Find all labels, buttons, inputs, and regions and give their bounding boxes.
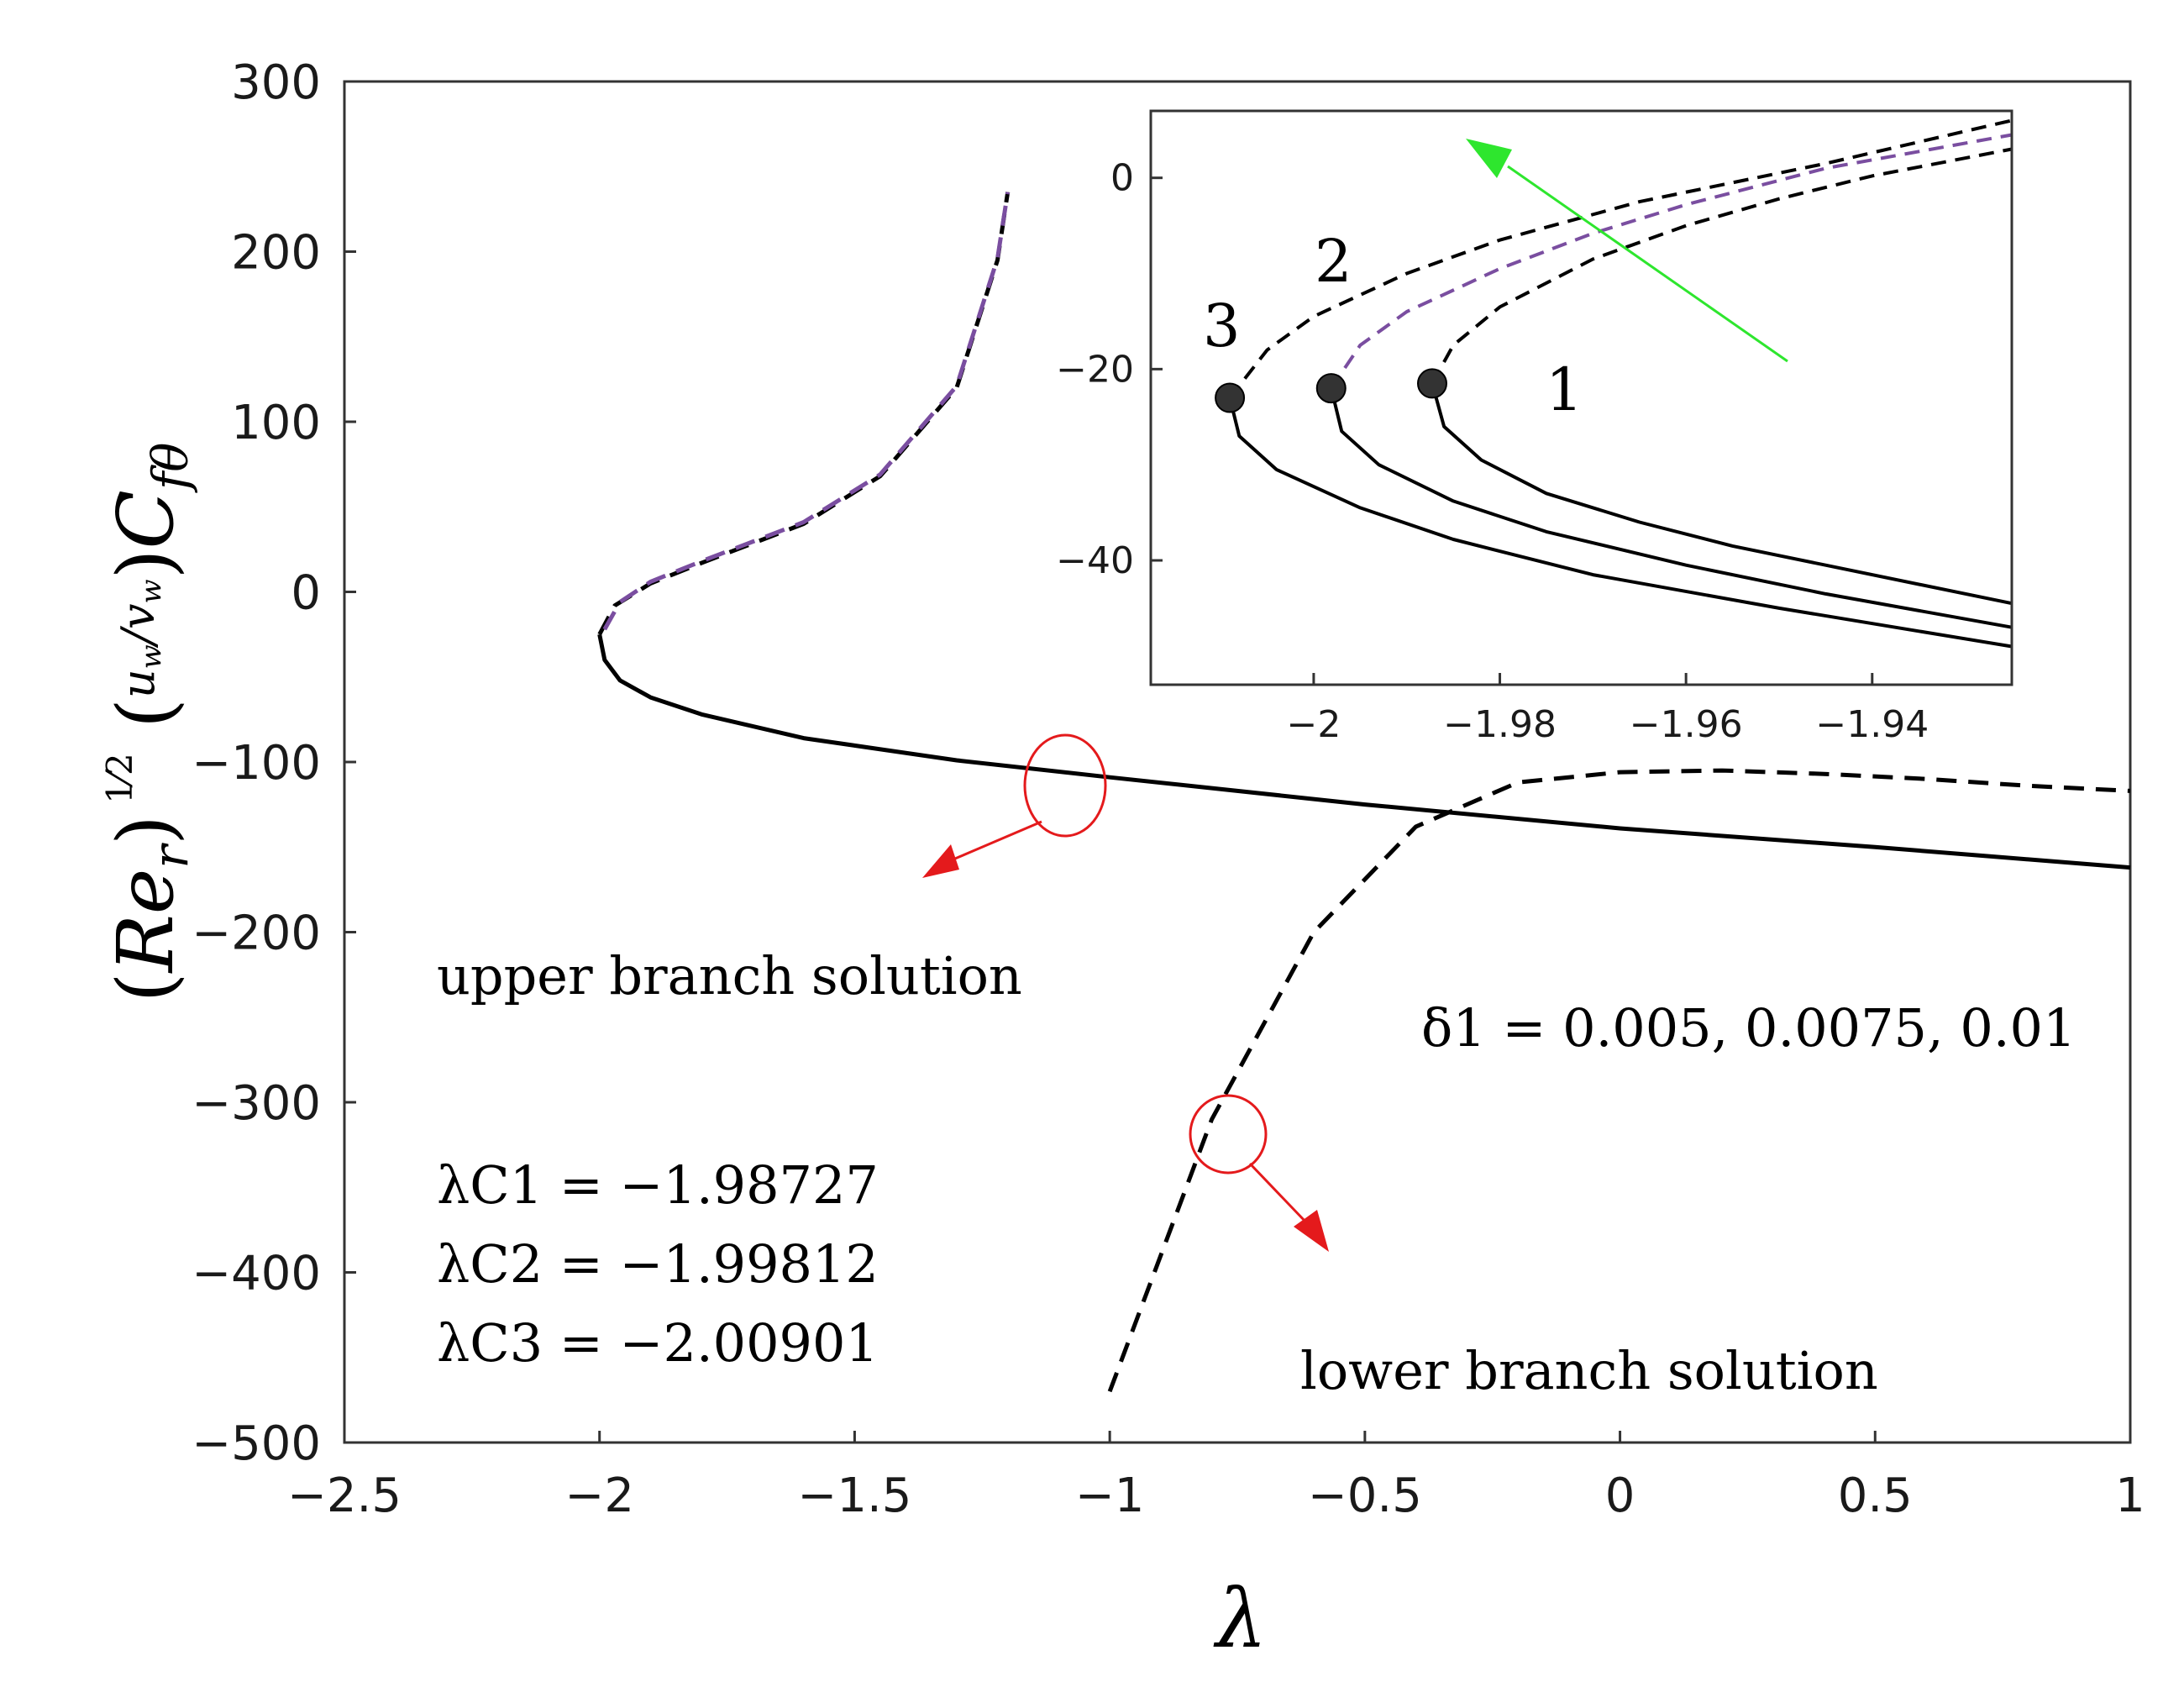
lower-branch-marker bbox=[1189, 1094, 1329, 1252]
inset-curve-label-3: 3 bbox=[1203, 292, 1241, 360]
y-axis-label: (Rer) 1⁄2 (uw/vw)Cfθ bbox=[99, 443, 199, 1003]
lambda-c1: λC1 = −1.98727 bbox=[437, 1154, 879, 1216]
upper-branch-arrow-shaft bbox=[948, 820, 1042, 863]
main-y-tick-label: 100 bbox=[231, 396, 321, 450]
inset-series-1-upper bbox=[1431, 382, 2013, 606]
main-x-tick-label: −1 bbox=[1075, 1469, 1145, 1523]
delta-label: δ1 = 0.005, 0.0075, 0.01 bbox=[1421, 997, 2076, 1059]
main-x-tick-label: −0.5 bbox=[1308, 1469, 1422, 1523]
lower-branch-arrow-shaft bbox=[1248, 1162, 1308, 1224]
inset-y-tick-label: −40 bbox=[1056, 539, 1134, 582]
inset-series-1-lower bbox=[1431, 147, 2013, 385]
main-x-tick-label: 0.5 bbox=[1838, 1469, 1913, 1523]
inset-frame bbox=[1149, 109, 2013, 686]
x-axis-label: λ bbox=[1213, 1572, 1268, 1666]
inset-x-tick-label: −2 bbox=[1286, 703, 1341, 746]
inset-series-2-upper bbox=[1329, 387, 2013, 629]
trend-arrowhead bbox=[1466, 139, 1512, 178]
upper-branch-circle bbox=[1023, 733, 1107, 838]
main-x-tick-label: −1.5 bbox=[797, 1469, 911, 1523]
upper-branch-arrowhead bbox=[922, 844, 959, 878]
main-y-tick-label: −500 bbox=[192, 1416, 321, 1471]
inset-series-3-upper bbox=[1228, 397, 2013, 649]
upper-branch-label: upper branch solution bbox=[437, 945, 1022, 1006]
upper-branch-marker bbox=[922, 733, 1107, 878]
inset-y-tick-label: 0 bbox=[1110, 157, 1134, 200]
main-y-tick-label: 0 bbox=[291, 566, 321, 621]
trend-arrow-shaft bbox=[1507, 165, 1788, 363]
lower-branch-arrowhead bbox=[1294, 1210, 1329, 1252]
trend-arrow bbox=[1466, 139, 1788, 363]
inset-critical-point-2 bbox=[1315, 373, 1347, 404]
main-x-tick-label: −2 bbox=[564, 1469, 634, 1523]
main-y-tick-label: −100 bbox=[192, 736, 321, 791]
inset-critical-point-3 bbox=[1215, 382, 1246, 413]
inset-x-tick-label: −1.98 bbox=[1443, 703, 1557, 746]
main-series-lower-branch-solution bbox=[1107, 768, 2131, 1393]
main-x-tick-label: 0 bbox=[1605, 1469, 1635, 1523]
inset-x-tick-label: −1.96 bbox=[1630, 703, 1743, 746]
main-y-tick-label: 200 bbox=[231, 226, 321, 281]
inset-x-tick-label: −1.94 bbox=[1815, 703, 1929, 746]
inset-y-tick-label: −20 bbox=[1056, 348, 1134, 391]
inset-critical-point-1 bbox=[1416, 368, 1447, 399]
lower-branch-circle bbox=[1189, 1094, 1268, 1175]
main-series-lower-branch-solution-upper-part-purple bbox=[602, 192, 1011, 631]
main-y-tick-label: −200 bbox=[192, 907, 321, 961]
inset-series-3-lower bbox=[1228, 118, 2013, 399]
svg-text:(Rer) 1⁄2 (uw/vw)Cfθ: (Rer) 1⁄2 (uw/vw)Cfθ bbox=[99, 443, 199, 1003]
main-x-tick-label: −2.5 bbox=[287, 1469, 402, 1523]
main-series-lower-branch-solution-upper-part-black bbox=[597, 192, 1011, 636]
main-y-tick-label: −400 bbox=[192, 1247, 321, 1301]
lambda-c3: λC3 = −2.00901 bbox=[437, 1312, 879, 1374]
main-y-tick-label: −300 bbox=[192, 1076, 321, 1131]
inset-background bbox=[1151, 111, 2012, 685]
inset-curve-label-1: 1 bbox=[1546, 355, 1583, 424]
lower-branch-label: lower branch solution bbox=[1300, 1340, 1878, 1401]
inset-series-2-lower bbox=[1330, 133, 2013, 390]
lambda-c2: λC2 = −1.99812 bbox=[437, 1233, 879, 1295]
main-y-tick-label: 300 bbox=[231, 55, 321, 110]
main-series-upper-branch-solution-1-0-005-0-0075-0-01 bbox=[597, 633, 2131, 870]
inset-curve-label-2: 2 bbox=[1315, 227, 1352, 296]
main-x-tick-label: 1 bbox=[2115, 1469, 2145, 1523]
